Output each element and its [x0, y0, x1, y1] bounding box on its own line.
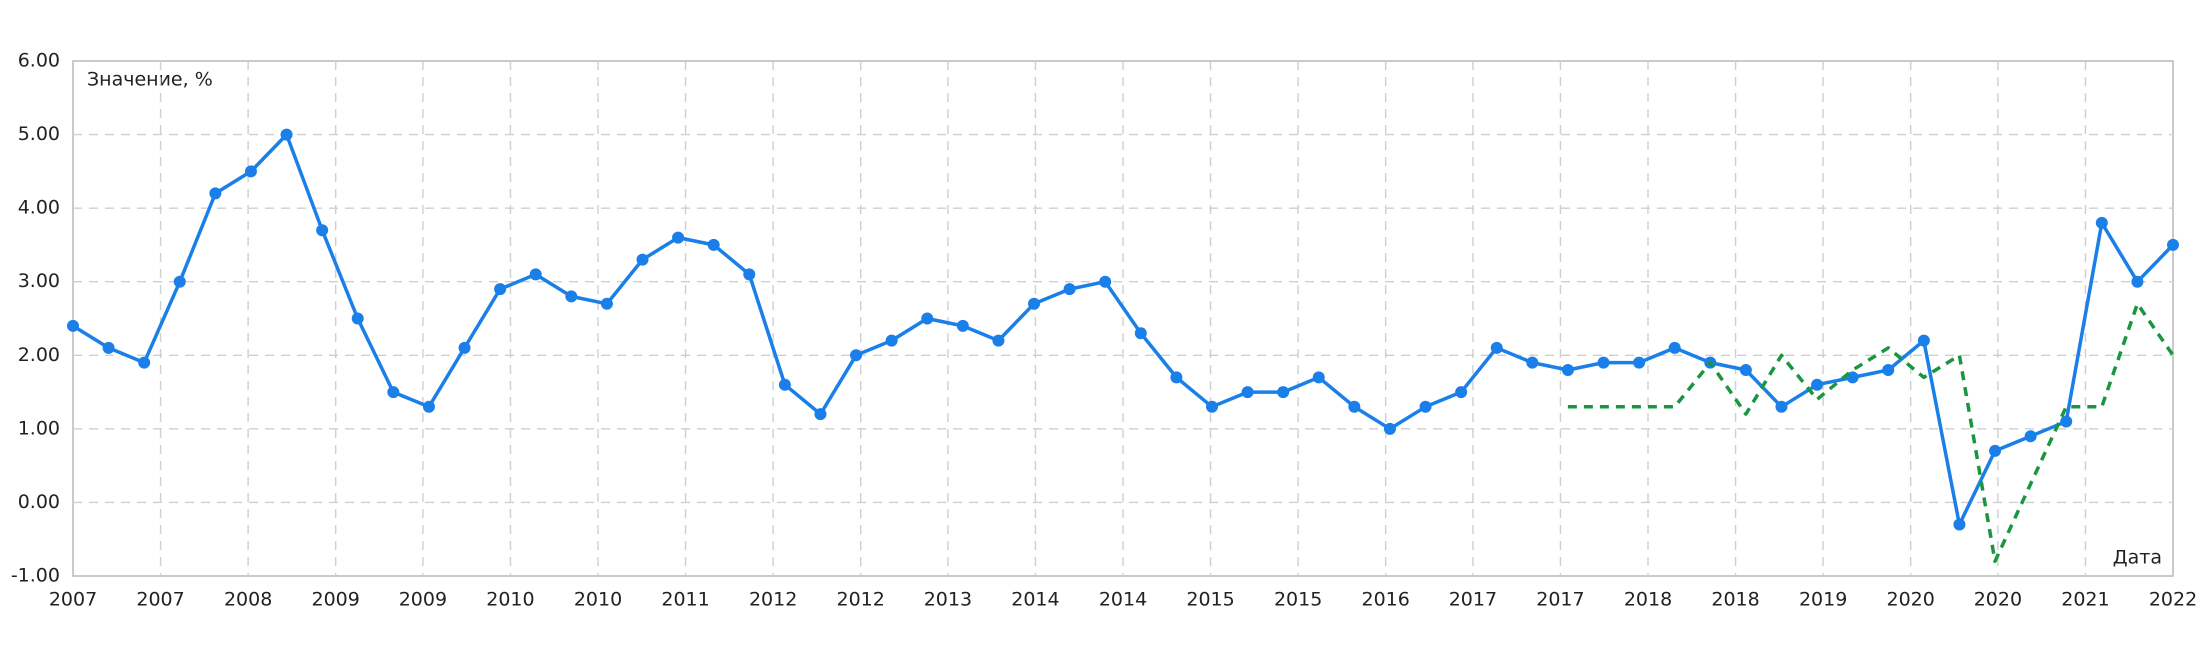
x-tick-label: 2019 [1799, 589, 1847, 611]
x-tick-label: 2020 [1886, 589, 1934, 611]
data-point [2024, 430, 2037, 443]
x-tick-label: 2007 [136, 589, 184, 611]
data-point [814, 408, 827, 421]
x-tick-label: 2007 [49, 589, 97, 611]
y-tick-label: -1.00 [11, 565, 60, 587]
x-tick-label: 2009 [399, 589, 447, 611]
data-point [102, 341, 115, 354]
data-point [565, 290, 578, 303]
x-tick-label: 2010 [574, 589, 622, 611]
data-point [1205, 400, 1218, 413]
data-point [494, 283, 507, 296]
x-tick-label: 2017 [1449, 589, 1497, 611]
x-axis-label: Дата [2113, 547, 2162, 569]
data-point [1597, 356, 1610, 369]
x-tick-label: 2012 [836, 589, 884, 611]
data-point [1490, 341, 1503, 354]
data-point [707, 238, 720, 251]
data-point [2131, 275, 2144, 288]
data-point [885, 334, 898, 347]
data-point [1348, 400, 1361, 413]
data-point [1099, 275, 1112, 288]
y-tick-label: 4.00 [18, 197, 60, 219]
data-point [1739, 364, 1752, 376]
data-point [138, 356, 151, 369]
x-tick-label: 2008 [224, 589, 272, 611]
data-point [1063, 283, 1076, 296]
data-point [1989, 444, 2002, 457]
data-point [1953, 518, 1966, 531]
data-point [529, 268, 542, 281]
y-tick-label: 3.00 [18, 270, 60, 292]
data-point [1277, 386, 1290, 399]
data-point [1811, 378, 1824, 391]
x-tick-label: 2013 [924, 589, 972, 611]
x-tick-label: 2009 [311, 589, 359, 611]
y-tick-label: 0.00 [18, 491, 60, 513]
data-point [850, 349, 863, 362]
data-point [244, 165, 257, 178]
data-point [1241, 386, 1254, 399]
data-point [2060, 415, 2073, 428]
y-tick-label: 2.00 [18, 344, 60, 366]
data-point [743, 268, 756, 281]
series-line [72, 132, 2175, 527]
y-tick-label: 1.00 [18, 417, 60, 439]
x-tick-label: 2014 [1099, 589, 1147, 611]
x-tick-label: 2022 [2149, 589, 2197, 611]
data-point [778, 378, 791, 391]
x-tick-label: 2015 [1186, 589, 1234, 611]
data-point [956, 319, 969, 332]
x-tick-label: 2014 [1011, 589, 1059, 611]
x-tick-label: 2018 [1624, 589, 1672, 611]
data-point [1455, 386, 1468, 399]
series-line [1567, 302, 2175, 564]
x-tick-label: 2018 [1711, 589, 1759, 611]
data-point [600, 297, 613, 310]
data-point [921, 312, 934, 325]
data-point [1775, 400, 1788, 413]
data-point [2095, 216, 2108, 229]
data-point [1028, 297, 1041, 310]
x-tick-label: 2015 [1274, 589, 1322, 611]
data-point [387, 386, 400, 399]
data-point [992, 334, 1005, 347]
data-point [280, 128, 293, 141]
data-point [672, 231, 685, 244]
x-tick-label: 2016 [1361, 589, 1409, 611]
data-point [422, 400, 435, 413]
y-axis-label: Значение, % [87, 69, 213, 91]
data-point [1419, 400, 1432, 413]
data-point [1561, 364, 1574, 376]
data-point [1383, 422, 1396, 435]
y-tick-label: 6.00 [18, 50, 60, 72]
data-point [67, 319, 79, 332]
x-tick-label: 2020 [1974, 589, 2022, 611]
x-tick-label: 2021 [2061, 589, 2109, 611]
data-point [636, 253, 649, 266]
x-tick-label: 2011 [661, 589, 709, 611]
data-point [1134, 327, 1147, 340]
data-point [1882, 364, 1895, 376]
data-point [458, 341, 471, 354]
y-tick-label: 5.00 [18, 123, 60, 145]
data-point [1170, 371, 1183, 384]
data-point [1633, 356, 1646, 369]
data-point [1917, 334, 1930, 347]
data-point [209, 187, 222, 200]
data-point [316, 224, 329, 237]
data-point [351, 312, 364, 325]
data-point [1668, 341, 1681, 354]
x-tick-label: 2017 [1536, 589, 1584, 611]
data-point [1312, 371, 1325, 384]
x-tick-label: 2012 [749, 589, 797, 611]
data-point [173, 275, 186, 288]
data-point [2167, 238, 2179, 251]
data-point [1526, 356, 1539, 369]
x-tick-label: 2010 [486, 589, 534, 611]
